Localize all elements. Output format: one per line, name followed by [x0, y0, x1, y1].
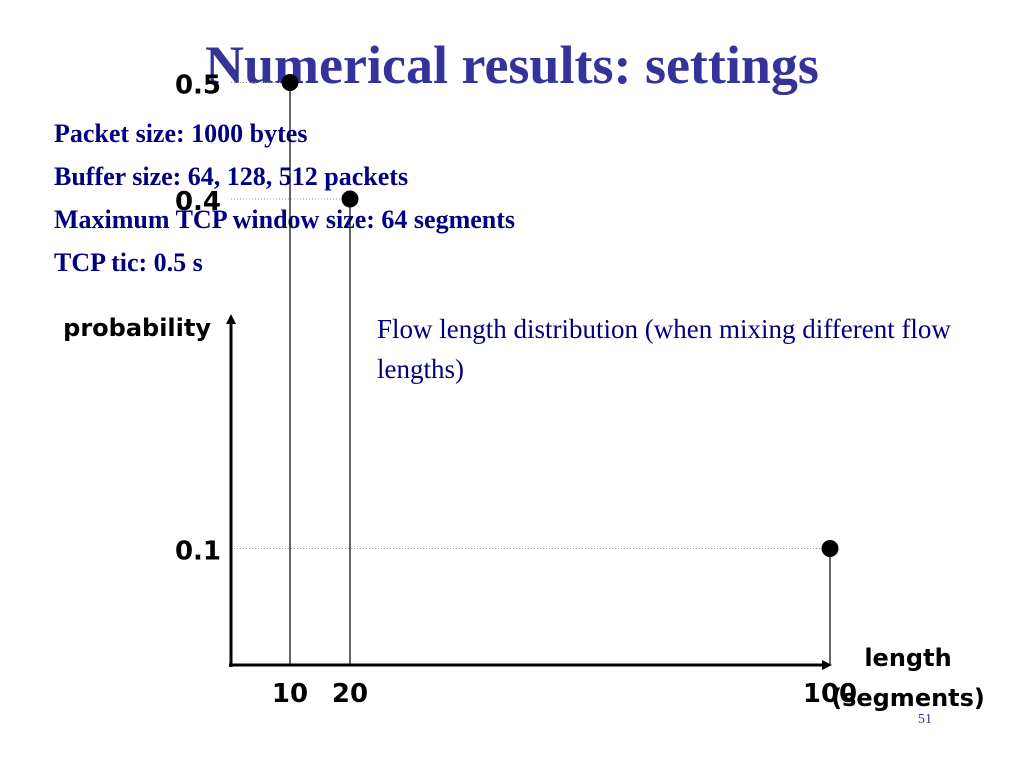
data-point	[341, 190, 359, 208]
setting-tcp-tic: TCP tic: 0.5 s	[54, 248, 203, 277]
data-points	[281, 74, 839, 557]
x-tick-label: 100	[803, 679, 857, 709]
y-axis-label: probability	[63, 314, 211, 342]
slide-number: 51	[918, 712, 932, 727]
chart-axes	[226, 314, 832, 670]
settings-list: Packet size: 1000 bytes Buffer size: 64,…	[54, 112, 515, 284]
x-tick-label: 20	[332, 679, 368, 709]
data-stems	[289, 82, 831, 665]
data-point	[821, 540, 839, 557]
setting-packet-size: Packet size: 1000 bytes	[54, 119, 308, 148]
chart-caption: Flow length distribution (when mixing di…	[377, 314, 951, 384]
x-tick-label: 10	[272, 679, 308, 709]
y-tick-label: 0.5	[175, 71, 221, 101]
y-tick-label: 0.4	[175, 187, 221, 217]
setting-max-window: Maximum TCP window size: 64 segments	[54, 205, 516, 234]
slide-title: Numerical results: settings	[205, 35, 819, 95]
setting-buffer-size: Buffer size: 64, 128, 512 packets	[54, 162, 409, 191]
y-tick-label: 0.1	[175, 537, 221, 567]
reference-lines	[231, 82, 830, 549]
axis-labels: probability length (segments) 0.5 10 0.4 20…	[63, 71, 985, 713]
data-point	[281, 74, 299, 91]
x-axis-label-line1: length	[864, 644, 951, 672]
x-axis-label-line2: (segments)	[831, 684, 985, 712]
